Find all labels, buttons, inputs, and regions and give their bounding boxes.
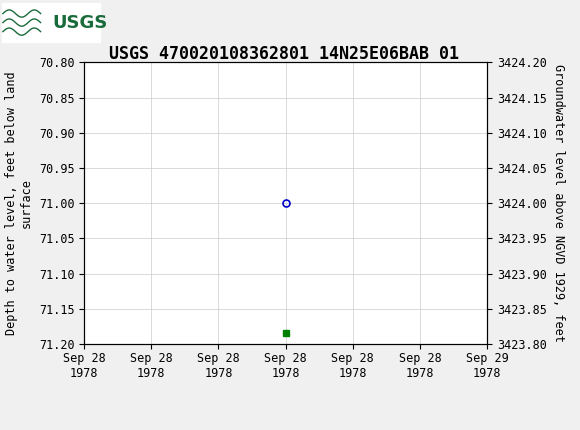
Text: USGS: USGS	[52, 14, 107, 31]
Y-axis label: Depth to water level, feet below land
surface: Depth to water level, feet below land su…	[5, 71, 33, 335]
Text: USGS 470020108362801 14N25E06BAB 01: USGS 470020108362801 14N25E06BAB 01	[109, 45, 459, 63]
FancyBboxPatch shape	[2, 3, 100, 43]
Y-axis label: Groundwater level above NGVD 1929, feet: Groundwater level above NGVD 1929, feet	[552, 64, 566, 342]
